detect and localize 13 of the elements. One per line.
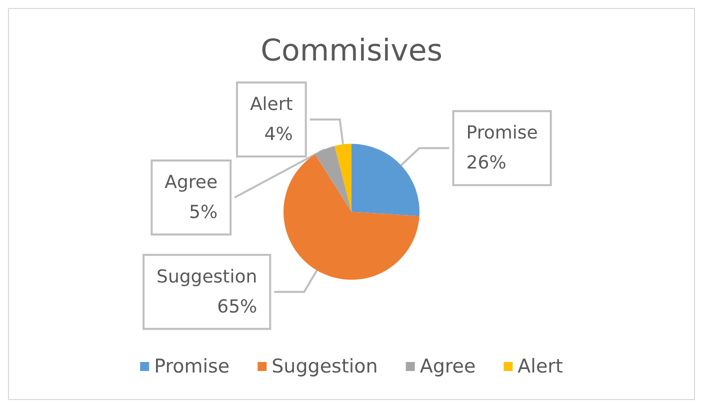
legend-label: Agree [420,356,476,378]
slice-label: Alert [250,94,293,116]
legend-label: Suggestion [272,356,378,378]
data-label: 4% [264,124,293,146]
legend-label: Alert [518,356,563,378]
data-label: 26% [466,152,506,174]
chart-title: Commisives [260,34,442,68]
legend-label: Promise [154,356,230,378]
slice-label: Suggestion [156,266,258,288]
slice-label: Agree [164,172,218,194]
slice-label: Promise [466,122,538,144]
data-label: 5% [189,202,218,224]
data-label: 65% [217,296,258,318]
